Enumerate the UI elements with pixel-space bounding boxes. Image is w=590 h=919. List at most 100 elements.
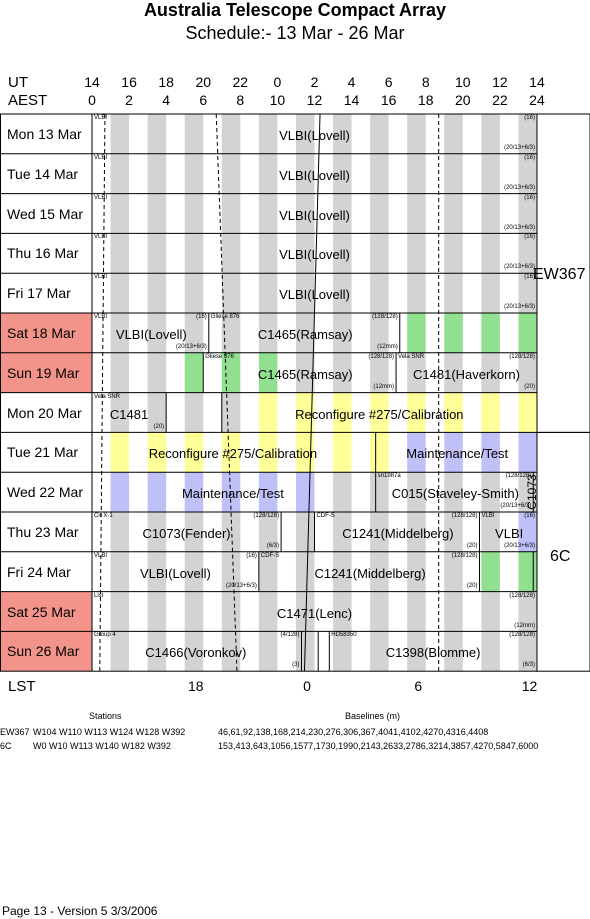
stripe [184, 273, 204, 313]
block-bandwidth: (128/128) [509, 592, 535, 599]
stripe [407, 352, 426, 393]
legend-baselines: 153,413,643,1056,1577,1730,1990,2143,263… [218, 741, 539, 751]
ut-tick: 18 [158, 74, 174, 90]
block-bandwidth: (4/128) [280, 632, 300, 639]
ut-tick: 22 [232, 74, 249, 90]
stripe [444, 591, 463, 632]
stripe [184, 193, 204, 234]
stripe [147, 631, 167, 672]
block-project: C1465(Ramsay) [257, 366, 353, 382]
stripe [481, 591, 500, 632]
block-source: VLBI [94, 234, 108, 241]
stripe [481, 631, 500, 672]
stripe [370, 631, 389, 672]
stripe [295, 273, 315, 313]
block-project: C1465(Ramsay) [257, 327, 353, 342]
block-bandwidth: (128/128) [451, 513, 478, 519]
stripe [110, 551, 130, 592]
ut-tick: 14 [84, 74, 100, 90]
stripe [258, 193, 278, 234]
block-bandwidth: (16) [524, 274, 535, 281]
stripe [147, 551, 167, 592]
stripe [333, 631, 352, 672]
stripe [184, 591, 204, 632]
stripe [221, 114, 241, 154]
stripe [407, 472, 426, 512]
lst-tick: 18 [188, 678, 204, 694]
stripe [407, 432, 426, 473]
stripe [333, 432, 352, 473]
block-correlator: (20/13+6/3) [175, 344, 207, 350]
stripe [258, 472, 278, 512]
stripe [518, 114, 537, 154]
block-source: HD58350 [331, 632, 357, 639]
stripe [221, 313, 241, 353]
block-correlator: (12mm) [373, 383, 395, 390]
stripe [333, 193, 352, 234]
block-correlator: (3) [292, 662, 300, 669]
block-bandwidth: (128/128) [372, 314, 398, 320]
stripe [518, 472, 537, 512]
stripe [110, 313, 130, 353]
block-project: C1398(Blomme) [385, 645, 481, 661]
stripe [184, 631, 204, 672]
block-source: VLBI [94, 194, 108, 201]
stripe [370, 432, 389, 473]
stripe [184, 233, 204, 274]
stripe [518, 631, 537, 672]
block-bandwidth: (128/128) [253, 513, 280, 519]
twilight-line [215, 113, 238, 672]
stripe [295, 233, 315, 274]
block-source: Gliese 876 [205, 353, 234, 360]
stripe [295, 392, 315, 433]
stripe [221, 472, 241, 512]
block-correlator: (20/13+6/3) [504, 145, 535, 151]
block-project: Reconfigure #275/Calibration [148, 446, 318, 462]
stripe [184, 512, 204, 552]
block-source: sn1987a [377, 473, 401, 480]
stripe [333, 392, 352, 433]
stripe [221, 153, 241, 194]
block-correlator: (6/3) [522, 662, 535, 669]
stripe [258, 631, 278, 672]
legend-config: EW367 [0, 727, 30, 737]
ut-label: UT [8, 74, 28, 91]
block-project: VLBI [495, 526, 524, 541]
stripe [147, 153, 167, 194]
stripe [518, 591, 537, 632]
stripe [481, 193, 500, 234]
aest-tick: 14 [343, 92, 360, 108]
stripe [444, 313, 463, 353]
block-source: Vela SNR [398, 353, 425, 360]
block-source: VLBI [94, 115, 108, 121]
block-correlator: (20/13+6/3) [504, 264, 535, 271]
stripe [333, 472, 352, 512]
stripe [370, 114, 389, 154]
schedule-grid [0, 113, 590, 672]
block-correlator: (20/13+6/3) [500, 503, 532, 510]
block-bandwidth: (16) [524, 154, 535, 161]
block-bandwidth: (16) [246, 552, 257, 559]
stripe [481, 472, 500, 512]
lst-tick: 6 [414, 678, 423, 694]
stripe [258, 273, 278, 313]
block-correlator: (20/13+6/3) [504, 543, 535, 549]
config-label-c1073: C1073 [525, 474, 539, 510]
block-bandwidth: (16) [524, 513, 535, 519]
stripe [481, 273, 500, 313]
day-label: Mon 13 Mar [7, 126, 82, 142]
block-correlator: (12mm) [514, 622, 535, 629]
block-project: VLBI(Lovell) [115, 327, 187, 342]
ut-tick: 10 [455, 74, 471, 90]
stripe [370, 193, 389, 234]
legend-config: 6C [0, 741, 12, 751]
block-project: C1466(Voronkov) [145, 645, 247, 661]
stripe [444, 551, 463, 592]
stripe [147, 392, 167, 433]
stripe [407, 392, 426, 433]
stripe [221, 233, 241, 274]
lst-tick: 12 [521, 678, 538, 694]
stripe [481, 512, 500, 552]
stripe [110, 273, 130, 313]
stripe [147, 233, 167, 274]
